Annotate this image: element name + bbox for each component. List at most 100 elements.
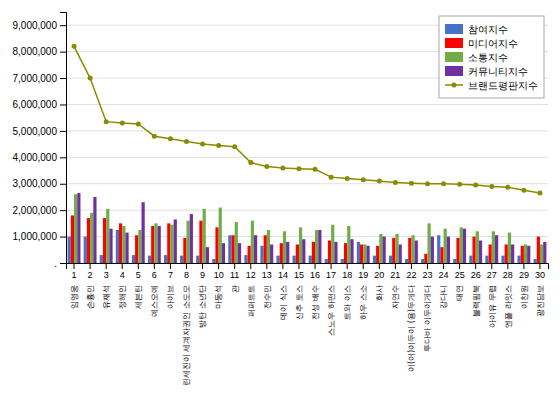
category-name: 태연 bbox=[455, 285, 464, 301]
legend-box bbox=[439, 16, 544, 98]
bar bbox=[415, 241, 418, 263]
marker bbox=[537, 190, 542, 195]
bar bbox=[334, 242, 337, 263]
bar bbox=[109, 229, 112, 263]
category-name: 퍼퍼트트 bbox=[247, 285, 256, 317]
x-tick-label: 7 bbox=[168, 270, 173, 280]
y-tick: 2,000,000 bbox=[13, 205, 67, 216]
bar bbox=[302, 239, 305, 263]
bar bbox=[122, 226, 125, 263]
bar bbox=[447, 237, 450, 263]
bar bbox=[431, 237, 434, 263]
bar bbox=[283, 231, 286, 263]
markers bbox=[72, 44, 543, 196]
bar bbox=[363, 245, 366, 263]
bar bbox=[270, 245, 273, 263]
y-axis-line bbox=[60, 13, 67, 264]
category-name: 예스오예 bbox=[150, 285, 159, 317]
bar bbox=[495, 235, 498, 263]
bar bbox=[187, 221, 190, 263]
x-tick: 2 bbox=[88, 263, 93, 280]
bar bbox=[347, 226, 350, 263]
x-tick-label: 21 bbox=[390, 270, 400, 280]
bar bbox=[460, 227, 463, 263]
category-name: 정해인 bbox=[118, 285, 127, 309]
x-tick-mark bbox=[266, 263, 267, 269]
x-tick: 23 bbox=[422, 263, 432, 280]
x-tick-label: 10 bbox=[214, 270, 224, 280]
line bbox=[74, 46, 540, 193]
bar bbox=[437, 235, 440, 263]
category-name: 데이 식스 bbox=[279, 285, 288, 320]
bar bbox=[142, 202, 145, 263]
x-tick: 15 bbox=[294, 263, 304, 280]
bar bbox=[331, 225, 334, 263]
x-tick-mark bbox=[250, 263, 251, 269]
bar bbox=[476, 231, 479, 263]
bar bbox=[222, 243, 225, 263]
y-tick-label: 9,000,000 bbox=[13, 20, 58, 31]
bar bbox=[318, 230, 321, 263]
x-tick-label: 14 bbox=[278, 270, 288, 280]
bar bbox=[534, 259, 537, 263]
x-tick: 28 bbox=[503, 263, 513, 280]
bar bbox=[440, 247, 443, 263]
category-name: 신추 토스 bbox=[295, 285, 304, 320]
bar bbox=[132, 255, 135, 263]
x-tick: 14 bbox=[278, 263, 288, 280]
bar bbox=[106, 209, 109, 263]
x-tick-mark bbox=[186, 263, 187, 269]
x-tick: 20 bbox=[374, 263, 384, 280]
x-axis-line bbox=[67, 264, 549, 270]
marker bbox=[377, 179, 382, 184]
bar bbox=[517, 256, 520, 263]
bar bbox=[328, 241, 331, 263]
bar bbox=[125, 233, 128, 263]
x-tick-mark bbox=[122, 263, 123, 269]
x-tick: 29 bbox=[519, 263, 529, 280]
x-tick-mark bbox=[74, 263, 75, 269]
bar bbox=[276, 256, 279, 263]
category-name: 이(어)이두이 (용)두게다 bbox=[407, 285, 416, 372]
grid-line bbox=[66, 130, 548, 131]
legend-label: 커뮤니티지수 bbox=[468, 66, 528, 77]
x-tick-mark bbox=[202, 263, 203, 269]
bar bbox=[485, 256, 488, 263]
category-name: 자연수 bbox=[391, 285, 400, 309]
bar bbox=[77, 193, 80, 263]
marker bbox=[345, 176, 350, 181]
bar bbox=[540, 245, 543, 263]
bar bbox=[366, 246, 369, 263]
bar bbox=[248, 246, 251, 263]
category-name: 광진담보 bbox=[536, 285, 545, 317]
legend-label: 소통지수 bbox=[468, 52, 508, 63]
bar bbox=[138, 230, 141, 263]
x-tick-label: 3 bbox=[104, 270, 109, 280]
y-tick-mark bbox=[60, 184, 66, 185]
bar bbox=[537, 237, 540, 263]
x-tick: 25 bbox=[455, 263, 465, 280]
y-tick-mark bbox=[60, 52, 66, 53]
bar bbox=[154, 223, 157, 263]
bar bbox=[167, 223, 170, 263]
x-tick-mark bbox=[491, 263, 492, 269]
marker bbox=[521, 188, 526, 193]
category-name: 엔플 라잇스 bbox=[504, 285, 513, 328]
y-axis: .1,000,0002,000,0003,000,0004,000,0005,0… bbox=[13, 13, 67, 269]
x-tick: 3 bbox=[104, 263, 109, 280]
marker bbox=[216, 143, 221, 148]
x-tick: 6 bbox=[152, 263, 157, 280]
bar bbox=[501, 256, 504, 263]
x-tick-label: 11 bbox=[230, 270, 239, 280]
x-tick-label: 17 bbox=[326, 270, 336, 280]
bar bbox=[170, 225, 173, 263]
legend-item: 커뮤니티지수 bbox=[445, 66, 528, 77]
marker bbox=[296, 166, 301, 171]
marker bbox=[313, 167, 318, 172]
bar bbox=[174, 219, 177, 263]
bar bbox=[392, 238, 395, 263]
bar bbox=[119, 223, 122, 263]
bar bbox=[469, 256, 472, 263]
x-tick: 17 bbox=[326, 263, 336, 280]
bar bbox=[424, 254, 427, 263]
